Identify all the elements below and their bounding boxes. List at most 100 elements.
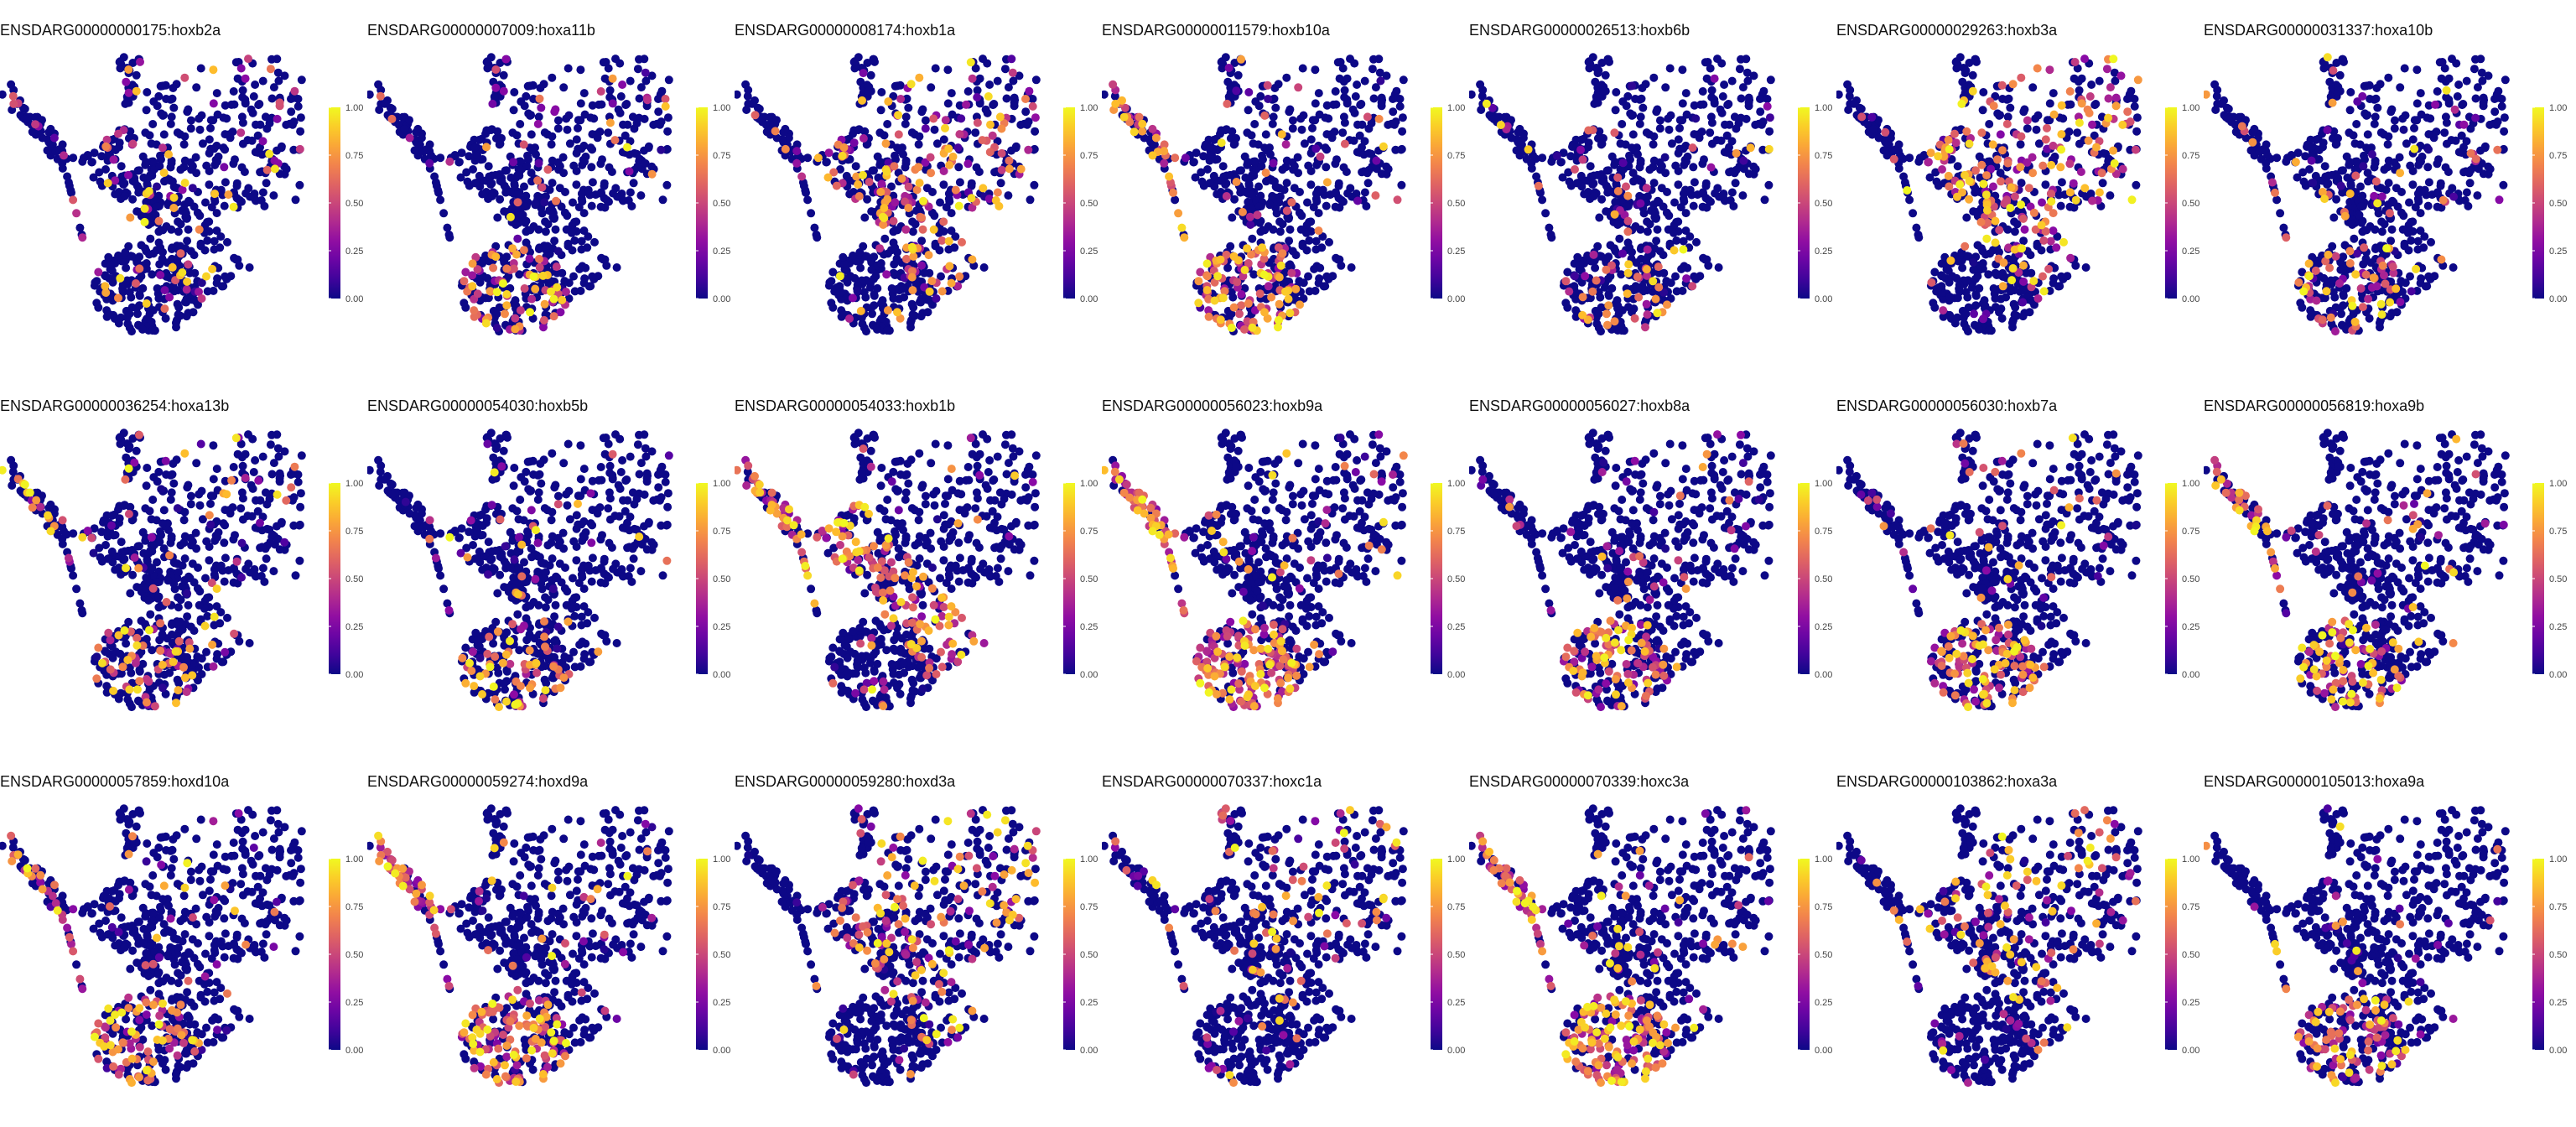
cell-point: [2132, 180, 2141, 190]
cell-point: [1478, 91, 1487, 101]
cell-point: [209, 65, 218, 75]
cell-point: [553, 124, 563, 133]
cell-point: [1547, 157, 1556, 166]
cell-point: [2111, 93, 2121, 102]
cell-point: [1654, 283, 1664, 292]
cell-point: [125, 324, 134, 332]
colorbar-tick-label: 0.75: [345, 151, 363, 161]
cell-point: [2411, 203, 2420, 212]
cell-point: [2133, 75, 2142, 85]
cell-point: [600, 181, 609, 190]
colorbar-tick-label: 1.00: [2182, 103, 2199, 113]
cell-point: [908, 267, 917, 276]
cell-point: [621, 131, 630, 140]
cell-point: [241, 74, 250, 83]
scatter-plot: 0.000.250.500.751.00: [367, 53, 730, 336]
cell-point: [922, 184, 932, 193]
cell-point: [7, 80, 16, 89]
cell-point: [261, 112, 270, 122]
cell-point: [551, 225, 560, 234]
cell-point: [584, 282, 594, 291]
cell-point: [1867, 112, 1877, 122]
cell-point: [860, 213, 870, 222]
cell-point: [881, 139, 891, 148]
cell-point: [2380, 220, 2389, 229]
cell-point: [2057, 272, 2066, 281]
cell-point: [227, 100, 236, 109]
cell-point: [2402, 139, 2411, 148]
cell-point: [1977, 244, 1987, 253]
cell-point: [840, 260, 849, 269]
cell-point: [509, 106, 518, 115]
cell-point: [644, 143, 653, 153]
cell-point: [1340, 139, 1349, 148]
cell-point: [623, 143, 631, 152]
cell-point: [889, 268, 898, 278]
cell-point: [1580, 190, 1589, 199]
cell-point: [837, 294, 846, 304]
cell-point: [1227, 324, 1236, 332]
cell-point: [1706, 64, 1715, 73]
cell-point: [183, 236, 192, 246]
cell-point: [94, 267, 103, 277]
cell-point: [1232, 86, 1241, 96]
cell-point: [124, 65, 133, 74]
cell-point: [2047, 190, 2056, 199]
cell-point: [2132, 113, 2142, 122]
cell-point: [1353, 80, 1362, 89]
cell-point: [43, 146, 52, 155]
cell-point: [1681, 89, 1690, 98]
cell-point: [1561, 277, 1571, 286]
cell-point: [1030, 180, 1039, 190]
cell-point: [1541, 209, 1550, 218]
cell-point: [1578, 155, 1587, 164]
cell-point: [890, 162, 899, 171]
cell-point: [863, 59, 872, 67]
colorbar: [1063, 107, 1075, 299]
cell-point: [1945, 145, 1954, 154]
cell-point: [295, 144, 304, 153]
cell-point: [1731, 179, 1740, 188]
cell-point: [1005, 156, 1014, 165]
cell-point: [182, 285, 191, 294]
cell-point: [1707, 86, 1716, 95]
cell-point: [867, 304, 876, 313]
cell-point: [953, 143, 963, 153]
panel-title: ENSDARG00000000175:hoxb2a: [0, 22, 221, 39]
cell-point: [1655, 116, 1665, 125]
cell-point: [2009, 299, 2018, 309]
cell-point: [195, 225, 204, 234]
cell-point: [584, 232, 593, 242]
cell-point: [496, 195, 505, 204]
cell-point: [2356, 182, 2365, 191]
cell-point: [518, 210, 527, 220]
cell-point: [116, 57, 125, 66]
cell-point: [2004, 94, 2013, 103]
cell-point: [168, 94, 177, 103]
cell-point: [1765, 113, 1774, 122]
cell-point: [1210, 278, 1219, 287]
cell-point: [1710, 99, 1719, 108]
cell-point: [1678, 116, 1687, 125]
cell-point: [997, 124, 1006, 133]
cell-point: [1689, 163, 1698, 172]
cell-point: [803, 195, 813, 205]
umap-panel: ENSDARG00000026513:hoxb6b 0.00 0.25 0.50 0.7…: [1469, 0, 1836, 376]
cell-point: [2224, 114, 2233, 123]
cell-point: [252, 120, 260, 129]
cell-point: [2311, 171, 2320, 180]
cell-point: [1604, 166, 1613, 175]
cell-point: [280, 71, 289, 80]
cell-point: [1706, 112, 1716, 122]
cell-point: [1247, 250, 1255, 259]
cell-point: [1334, 181, 1343, 190]
cell-point: [1649, 73, 1659, 82]
cell-point: [904, 182, 913, 191]
cell-point: [1969, 257, 1978, 267]
cell-point: [539, 323, 548, 332]
cell-point: [2118, 164, 2127, 174]
colorbar-tick-label: 0.50: [1447, 199, 1465, 209]
cell-point: [1636, 199, 1645, 208]
umap-panel: ENSDARG00000007009:hoxa11b 0.00 0.25 0.50 0.…: [367, 0, 735, 376]
cell-point: [484, 293, 493, 303]
